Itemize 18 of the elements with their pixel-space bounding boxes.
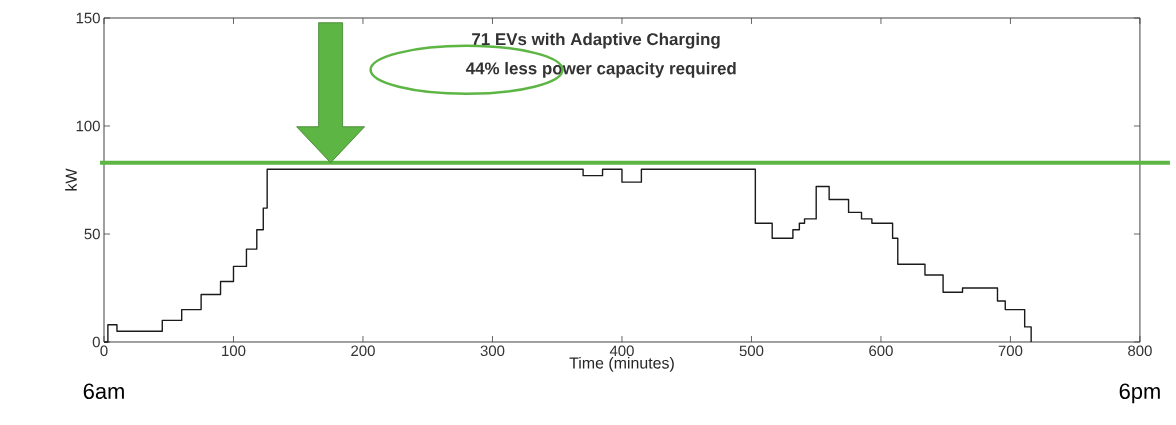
x-tick-label: 600 [869,345,893,357]
x-axis-title: Time (minutes) [569,356,674,372]
x-tick-label: 500 [739,345,764,357]
y-tick-label: 50 [84,228,100,240]
y-tick-label: 0 [92,336,100,348]
text: 6pm [1119,383,1160,404]
x-tick-label: 400 [609,345,634,357]
x-tick-label: 700 [998,345,1023,357]
x-tick-label: 300 [480,345,505,357]
text: 71 EVs with Adaptive Charging [472,32,720,49]
y-tick-label: 100 [76,120,100,132]
y-axis-title: kW [65,168,77,191]
y-tick-label: 150 [76,12,100,24]
x-tick-label: 800 [1128,345,1152,357]
x-tick-label: 200 [351,345,375,357]
x-tick-label: 0 [100,345,108,357]
text: 6am [83,383,124,400]
x-tick-label: 100 [222,345,246,357]
